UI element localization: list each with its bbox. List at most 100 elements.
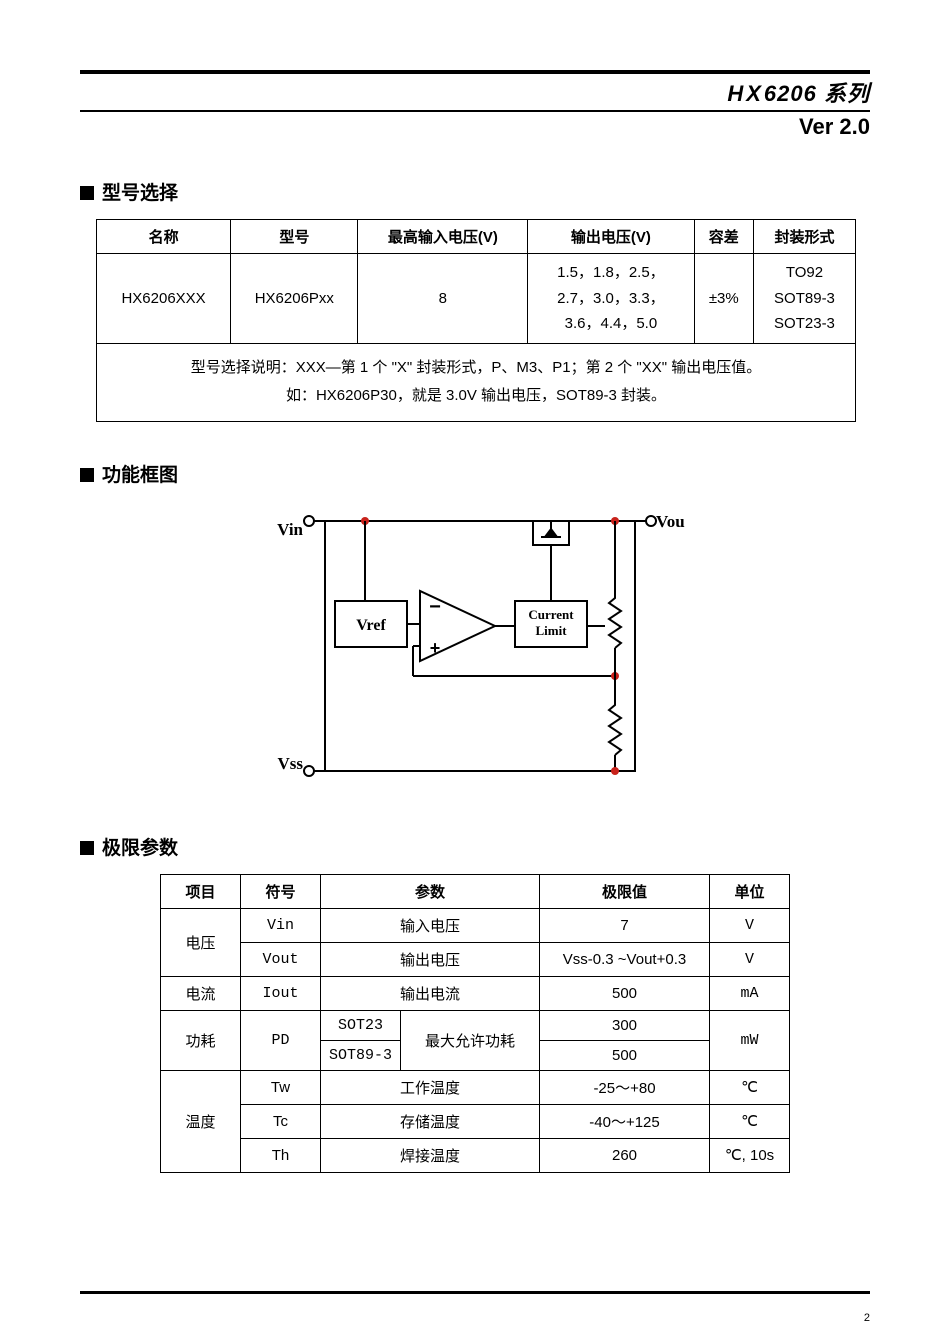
curlim-label-1: Current	[528, 607, 574, 622]
block-diagram: Vin Vou Vss Vref − +	[265, 501, 685, 791]
table-row: 电压 Vin 输入电压 7 V	[161, 908, 790, 942]
vin-terminal-icon	[304, 516, 314, 526]
cell-unit: V	[710, 908, 790, 942]
cell-limit: 260	[540, 1138, 710, 1172]
cell-sym: PD	[241, 1010, 321, 1070]
cell-unit: mW	[710, 1010, 790, 1070]
cell-param: 存储温度	[321, 1104, 540, 1138]
cell-model: HX6206Pxx	[231, 254, 358, 344]
model-note-line1: 型号选择说明：XXX—第 1 个 "X" 封装形式，P、M3、P1；第 2 个 …	[191, 359, 762, 376]
cell-unit: ℃, 10s	[710, 1138, 790, 1172]
cell-sym: Th	[241, 1138, 321, 1172]
cell-pkg: TO92 SOT89-3 SOT23-3	[753, 254, 855, 344]
page-header: HX6206 系列 Ver 2.0	[80, 70, 870, 140]
page-number: 2	[864, 1312, 870, 1324]
cell-sym: Vin	[241, 908, 321, 942]
model-selection-table: 名称 型号 最高输入电压(V) 输出电压(V) 容差 封装形式 HX6206XX…	[96, 219, 856, 422]
table-row: 功耗 PD SOT23 最大允许功耗 300 mW	[161, 1010, 790, 1040]
cell-cat: 电流	[161, 976, 241, 1010]
vss-label: Vss	[277, 754, 303, 773]
cell-limit: 7	[540, 908, 710, 942]
opamp-plus: +	[430, 638, 441, 658]
table-row: Vout 输出电压 Vss-0.3 ~Vout+0.3 V	[161, 942, 790, 976]
cell-cat: 电压	[161, 908, 241, 976]
section-block-title: 功能框图	[102, 465, 178, 486]
col-param: 参数	[321, 874, 540, 908]
col-model: 型号	[231, 220, 358, 254]
cell-limit: Vss-0.3 ~Vout+0.3	[540, 942, 710, 976]
table-header-row: 名称 型号 最高输入电压(V) 输出电压(V) 容差 封装形式	[97, 220, 856, 254]
footer-rule	[80, 1291, 870, 1294]
cell-pkg: SOT89-3	[321, 1040, 401, 1070]
node-dot	[611, 767, 619, 775]
section-limits-title: 极限参数	[102, 838, 178, 859]
bullet-icon	[80, 841, 94, 855]
product-title: HX6206 系列	[80, 76, 870, 108]
cell-limit: 500	[540, 1040, 710, 1070]
table-row: Th 焊接温度 260 ℃, 10s	[161, 1138, 790, 1172]
title-num: 6206	[764, 81, 817, 106]
model-note-line2: 如：HX6206P30，就是 3.0V 输出电压，SOT89-3 封装。	[286, 387, 666, 404]
cell-unit: ℃	[710, 1070, 790, 1104]
cell-cat: 温度	[161, 1070, 241, 1172]
section-model-heading: 型号选择	[80, 178, 870, 205]
section-model-title: 型号选择	[102, 183, 178, 204]
col-tol: 容差	[694, 220, 753, 254]
cell-unit: V	[710, 942, 790, 976]
table-row: Tc 存储温度 -40～+125 ℃	[161, 1104, 790, 1138]
header-rule-top	[80, 70, 870, 74]
bullet-icon	[80, 468, 94, 482]
cell-unit: mA	[710, 976, 790, 1010]
cell-name: HX6206XXX	[97, 254, 231, 344]
cell-limit: 500	[540, 976, 710, 1010]
limits-table: 项目 符号 参数 极限值 单位 电压 Vin 输入电压 7 V Vout 输出电…	[160, 874, 790, 1173]
pass-transistor-icon	[533, 521, 569, 545]
curlim-label-2: Limit	[535, 623, 567, 638]
cell-param: 输出电流	[321, 976, 540, 1010]
cell-sym: Tc	[241, 1104, 321, 1138]
bullet-icon	[80, 186, 94, 200]
cell-limit: -25～+80	[540, 1070, 710, 1104]
col-vin: 最高输入电压(V)	[358, 220, 528, 254]
vref-label: Vref	[356, 617, 386, 634]
col-item: 项目	[161, 874, 241, 908]
section-limits-heading: 极限参数	[80, 833, 870, 860]
table-row: 温度 Tw 工作温度 -25～+80 ℃	[161, 1070, 790, 1104]
cell-unit: ℃	[710, 1104, 790, 1138]
title-hx: HX	[727, 81, 764, 106]
cell-sym: Iout	[241, 976, 321, 1010]
page: HX6206 系列 Ver 2.0 型号选择 名称 型号 最高输入电压(V) 输…	[0, 0, 950, 1344]
opamp-minus: −	[429, 596, 441, 618]
col-vout: 输出电压(V)	[528, 220, 694, 254]
section-block-heading: 功能框图	[80, 460, 870, 487]
block-diagram-wrap: Vin Vou Vss Vref − +	[80, 501, 870, 795]
table-row: 电流 Iout 输出电流 500 mA	[161, 976, 790, 1010]
table-note-row: 型号选择说明：XXX—第 1 个 "X" 封装形式，P、M3、P1；第 2 个 …	[97, 343, 856, 421]
cell-vin: 8	[358, 254, 528, 344]
version-label: Ver 2.0	[80, 110, 870, 140]
cell-vout: 1.5，1.8，2.5， 2.7，3.0，3.3， 3.6，4.4，5.0	[528, 254, 694, 344]
col-name: 名称	[97, 220, 231, 254]
cell-param: 输入电压	[321, 908, 540, 942]
cell-param: 输出电压	[321, 942, 540, 976]
col-limit: 极限值	[540, 874, 710, 908]
col-pkg: 封装形式	[753, 220, 855, 254]
cell-sym: Tw	[241, 1070, 321, 1104]
vout-terminal-icon	[646, 516, 656, 526]
cell-tol: ±3%	[694, 254, 753, 344]
col-sym: 符号	[241, 874, 321, 908]
cell-param: 焊接温度	[321, 1138, 540, 1172]
cell-limit: 300	[540, 1010, 710, 1040]
table-row: HX6206XXX HX6206Pxx 8 1.5，1.8，2.5， 2.7，3…	[97, 254, 856, 344]
cell-param: 工作温度	[321, 1070, 540, 1104]
table-header-row: 项目 符号 参数 极限值 单位	[161, 874, 790, 908]
cell-param: 最大允许功耗	[401, 1010, 540, 1070]
title-suffix: 系列	[817, 81, 870, 106]
cell-sym: Vout	[241, 942, 321, 976]
cell-pkg: SOT23	[321, 1010, 401, 1040]
vss-terminal-icon	[304, 766, 314, 776]
vout-label: Vou	[656, 512, 685, 531]
vin-label: Vin	[277, 520, 303, 539]
model-note: 型号选择说明：XXX—第 1 个 "X" 封装形式，P、M3、P1；第 2 个 …	[97, 343, 856, 421]
cell-cat: 功耗	[161, 1010, 241, 1070]
